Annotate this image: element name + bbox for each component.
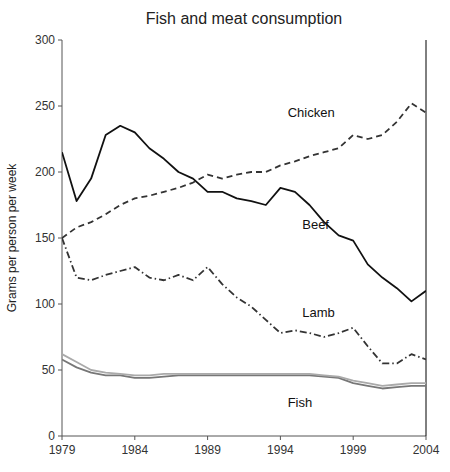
y-tick xyxy=(58,370,62,371)
y-tick xyxy=(58,436,62,437)
y-tick-label: 250 xyxy=(35,99,55,113)
axes: 0 50 100 150 200 250 300 1979 1984 1989 1994 1999 20… xyxy=(35,33,440,457)
y-tick xyxy=(58,304,62,305)
x-tick-label: 1999 xyxy=(340,443,367,457)
x-tick xyxy=(280,436,281,440)
annotation: Beef xyxy=(302,217,329,232)
y-tick-label: 50 xyxy=(42,363,56,377)
chart: Fish and meat consumption 0 50 100 150 200 250… xyxy=(0,0,450,472)
y-axis-label: Grams per person per week xyxy=(5,163,19,313)
x-tick-label: 1989 xyxy=(194,443,221,457)
y-tick-label: 100 xyxy=(35,297,55,311)
x-tick xyxy=(353,436,354,440)
annotation: Chicken xyxy=(288,105,335,120)
y-tick-label: 150 xyxy=(35,231,55,245)
y-tick-label: 300 xyxy=(35,33,55,47)
y-tick xyxy=(58,106,62,107)
x-tick-label: 2004 xyxy=(413,443,440,457)
lines xyxy=(62,103,426,388)
series-line xyxy=(62,354,426,386)
y-tick xyxy=(58,40,62,41)
x-axis-line xyxy=(62,436,426,437)
x-tick-label: 1984 xyxy=(121,443,148,457)
series-line xyxy=(62,238,426,363)
x-tick xyxy=(62,436,63,440)
y-tick-label: 0 xyxy=(48,429,55,443)
x-tick xyxy=(207,436,208,440)
x-tick xyxy=(134,436,135,440)
series-line xyxy=(62,103,426,238)
x-tick-label: 1994 xyxy=(267,443,294,457)
title: Fish and meat consumption xyxy=(146,10,343,27)
annotation: Lamb xyxy=(302,305,335,320)
x-tick-label: 1979 xyxy=(49,443,76,457)
annotation: Fish xyxy=(288,395,313,410)
y-tick xyxy=(58,172,62,173)
right-boundary-line xyxy=(426,40,427,436)
x-tick xyxy=(426,436,427,440)
series-line xyxy=(62,126,426,302)
y-tick-label: 200 xyxy=(35,165,55,179)
y-tick xyxy=(58,238,62,239)
